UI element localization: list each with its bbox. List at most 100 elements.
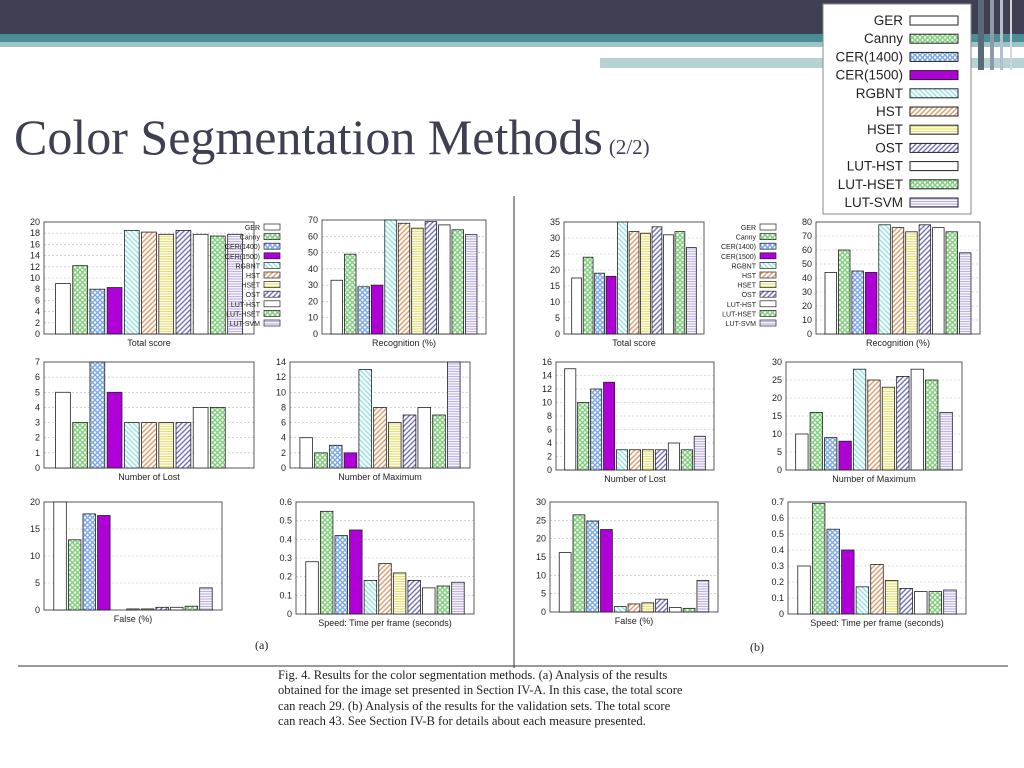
bar-rgbnt [384,219,397,335]
bar-hst [141,422,157,469]
bar-rgbnt [613,606,627,613]
y-tick-label: 70 [802,231,812,241]
bar-canny [582,256,594,335]
bar-cer-1500- [864,271,878,335]
legend-entry-label: CER(1400) [721,244,756,251]
legend-entry-label: RGBNT [236,263,261,270]
y-tick-label: 25 [772,375,782,385]
bar-lut-svm [943,589,957,615]
chart-a-speed: 0 0.1 0.2 0.3 0.4 0.5 0.6 Speed: Time per frame… [279,497,475,628]
y-tick-label: 30 [772,357,782,367]
legend-swatch [263,242,281,250]
legend-panel-a: GER Canny CER(1400) CER(1500) RGBNT HST HSET OS… [225,223,281,328]
bar-rgbnt [123,229,140,335]
legend-swatch [263,281,281,288]
y-tick-label: 16 [30,239,40,249]
y-tick-label: 12 [276,372,286,382]
bar-ost [918,224,932,335]
bar-lut-hset [682,607,696,613]
y-tick-label: 8 [281,402,286,412]
x-axis-label: False (%) [114,614,153,624]
legend-swatch [909,161,959,172]
bar-lut-hst [668,607,682,613]
bar-ger [571,277,582,335]
y-tick-label: 8 [35,284,40,294]
legend-entry-label: HSET [867,122,903,137]
bar-hset [641,602,655,613]
y-tick-label: 0 [541,607,546,617]
bar-ger [797,565,811,615]
bar-cer-1400- [357,286,370,335]
x-axis-label: False (%) [615,616,654,626]
legend-swatch [759,242,777,250]
figure-caption: Fig. 4. Results for the color segmentati… [278,668,778,729]
legend-swatch [909,106,959,117]
bar-rgbnt [123,422,140,469]
bar-lut-svm [447,361,461,469]
legend-entry-label: OST [875,140,903,155]
legend-swatch [263,252,281,260]
bar-hset [905,231,918,335]
x-axis-label: Number of Maximum [832,474,916,484]
y-tick-label: 80 [802,217,812,227]
legend-entry-label: LUT-SVM [726,321,757,328]
bar-cer-1500- [349,529,363,615]
y-tick-label: 18 [30,228,40,238]
bar-lut-hst [438,224,451,335]
bar-hset [388,422,402,469]
y-tick-label: 15 [550,281,560,291]
legend-swatch [759,319,777,327]
y-tick-label: 50 [308,248,318,258]
slide-accent-band [0,34,1024,42]
caption-line: obtained for the image set presented in … [278,683,683,698]
legend-entry-label: OST [246,292,261,299]
y-tick-label: 0.5 [279,516,292,526]
bar-hst [126,608,140,611]
legend-entry-label: CER(1500) [225,254,260,261]
bar-lut-svm [939,411,953,471]
bar-canny [72,265,88,335]
slide-accent-stripe [600,58,1024,68]
y-tick-label: 5 [541,589,546,599]
bar-lut-hset [928,591,943,615]
panel-b-label: (b) [750,640,764,654]
bar-ger [53,501,67,611]
y-tick-label: 0 [313,329,318,339]
legend-swatch [759,281,777,288]
bar-ger [305,561,319,615]
bar-lut-hset [432,414,446,469]
bar-hset [140,608,155,611]
caption-line: Fig. 4. Results for the color segmentati… [278,668,668,682]
bar-lut-svm [199,587,213,611]
bar-cer-1500- [841,549,855,615]
y-tick-label: 30 [536,497,546,507]
y-tick-label: 0 [281,463,286,473]
bar-cer-1400- [851,270,864,335]
y-tick-label: 0.3 [771,561,784,571]
bar-canny [838,249,851,335]
legend-swatch [263,319,281,327]
y-tick-label: 25 [536,515,546,525]
legend-entry-label: LUT-SVM [844,195,903,210]
bar-rgbnt [617,221,628,335]
bar-hset [158,233,175,335]
bar-canny [577,402,590,471]
bar-ost [407,580,421,615]
bar-lut-hset [184,605,199,611]
bar-lut-hset [210,235,226,335]
bar-hst [629,449,641,471]
y-tick-label: 10 [550,297,560,307]
y-tick-label: 0.2 [771,577,784,587]
bar-lut-svm [696,580,710,613]
bar-ger [299,437,313,469]
bar-lut-hst [192,233,209,335]
legend-swatch [909,197,959,208]
y-tick-label: 10 [772,429,782,439]
y-tick-label: 5 [35,578,40,588]
bar-hst [141,231,157,335]
legend-entry-label: Canny [736,235,757,242]
x-axis-label: Recognition (%) [372,338,436,348]
legend-entry-label: CER(1500) [721,254,756,261]
y-tick-label: 4 [35,402,40,412]
